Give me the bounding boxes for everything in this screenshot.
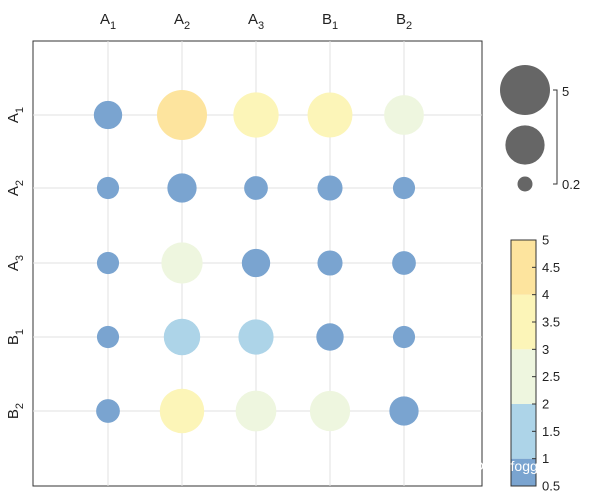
colorbar-tick-label: 3.5 (542, 315, 560, 330)
colorbar-band (511, 458, 536, 486)
bubble (235, 390, 277, 432)
column-label: B1 (322, 11, 338, 32)
watermark: 知乎 @WWfogger (438, 458, 551, 474)
bubble (307, 92, 353, 138)
column-label: B2 (396, 11, 412, 32)
colorbar-band (511, 404, 536, 459)
bubbles (93, 90, 424, 434)
size-legend-bracket (553, 89, 558, 185)
column-labels: A1 A2 A3 B1 B2 (100, 11, 412, 32)
colorbar-tick-label: 4 (542, 287, 549, 302)
size-legend-bubble (517, 176, 533, 192)
colorbar-tick-label: 2.5 (542, 369, 560, 384)
column-label: A3 (248, 11, 264, 32)
bubble (392, 325, 416, 349)
colorbar-tick-label: 3 (542, 342, 549, 357)
bubble (96, 176, 120, 200)
colorbar-tick-label: 1.5 (542, 424, 560, 439)
bubble (161, 242, 203, 284)
colorbar-band (511, 349, 536, 404)
bubble (96, 251, 120, 275)
bubble (317, 250, 343, 276)
bubble (167, 173, 197, 203)
bubble (238, 319, 274, 355)
bubble (316, 323, 344, 351)
bubble (244, 176, 268, 200)
column-label: A2 (174, 11, 190, 32)
bubble (317, 175, 343, 201)
bubble (389, 396, 419, 426)
colorbar-tick-label: 5 (542, 233, 549, 248)
row-label: A1 (5, 107, 26, 123)
colorbar-tick-label: 0.5 (542, 479, 560, 491)
colorbar-band (511, 240, 536, 295)
bubble (233, 92, 279, 138)
bubble (392, 251, 416, 275)
bubble (241, 248, 271, 278)
row-labels: A1 A2 A3 B1 B2 (5, 107, 26, 419)
colorbar-band (511, 294, 536, 350)
size-legend-max-label: 5 (562, 84, 569, 99)
bubble (309, 390, 351, 432)
colorbar-frame (510, 239, 537, 487)
row-label: A3 (5, 255, 26, 271)
bubble (163, 318, 201, 356)
size-legend: 50.2 (500, 65, 580, 192)
colorbar-tick-label: 1 (542, 451, 549, 466)
colorbar-tick-label: 4.5 (542, 260, 560, 275)
size-legend-bubble (505, 125, 545, 165)
bubble (159, 388, 205, 434)
size-legend-bubble (500, 65, 550, 115)
colorbar: 0.5 1 1.5 2 2.5 3 3.5 4 4.5 5 (510, 233, 560, 491)
row-label: A2 (5, 180, 26, 196)
bubble (96, 325, 120, 349)
colorbar-tick-label: 2 (542, 397, 549, 412)
bubble (384, 95, 424, 135)
size-legend-min-label: 0.2 (562, 177, 580, 192)
row-label: B1 (5, 329, 26, 345)
row-label: B2 (5, 403, 26, 419)
bubble (96, 399, 120, 423)
bubble (157, 90, 207, 140)
column-label: A1 (100, 11, 116, 32)
bubble (392, 176, 416, 200)
bubble (93, 100, 123, 130)
